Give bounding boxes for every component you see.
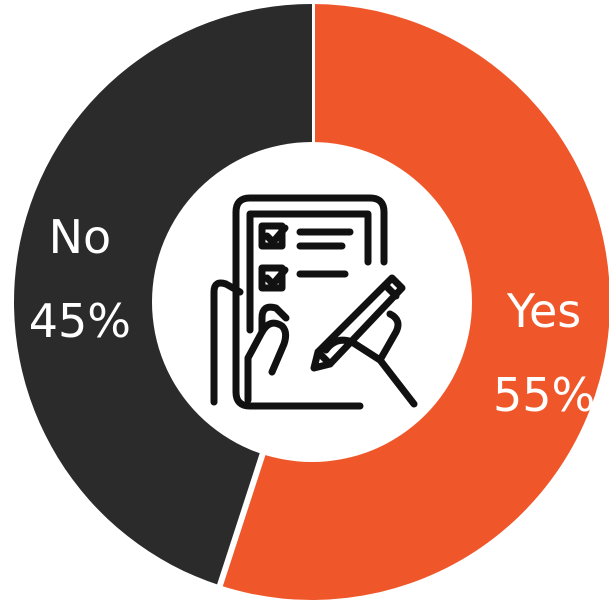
checklist-tablet-icon [210, 194, 418, 410]
slice-value-yes: 55% [493, 368, 595, 422]
slice-value-no: 45% [29, 294, 131, 348]
donut-hole [152, 142, 472, 462]
slice-label-no: No [49, 210, 112, 264]
slice-label-yes: Yes [506, 284, 581, 338]
slice-labels: Yes 55% No 45% [29, 210, 595, 422]
